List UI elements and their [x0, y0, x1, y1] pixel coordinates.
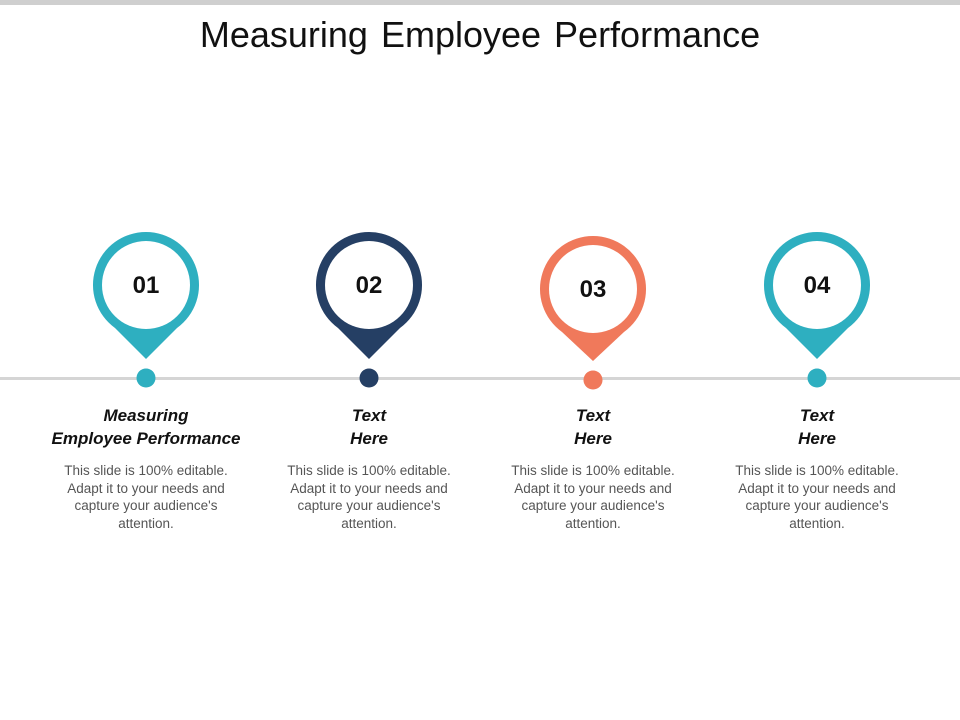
- step-number: 02: [355, 272, 383, 299]
- pin-marker-icon: [539, 236, 647, 390]
- step-number: 01: [132, 272, 160, 299]
- step-4: 04 Text Here This slide is 100% editable…: [702, 0, 932, 720]
- step-1: 01 Measuring Employee Performance This s…: [31, 0, 261, 720]
- step-heading-line1: Text: [799, 406, 835, 425]
- timeline-line: [0, 377, 960, 380]
- step-2: 02 Text Here This slide is 100% editable…: [254, 0, 484, 720]
- step-description: This slide is 100% editable. Adapt it to…: [287, 463, 451, 531]
- step-description: This slide is 100% editable. Adapt it to…: [511, 463, 675, 531]
- step-number: 04: [803, 272, 831, 299]
- step-heading-line2: Here: [350, 429, 388, 448]
- step-heading: Measuring Employee Performance: [31, 404, 261, 450]
- step-heading: Text Here: [702, 404, 932, 450]
- step-description: This slide is 100% editable. Adapt it to…: [735, 463, 899, 531]
- step-number: 03: [579, 276, 607, 303]
- step-description: This slide is 100% editable. Adapt it to…: [64, 463, 228, 531]
- pin-marker-icon: [315, 232, 423, 388]
- pin-inner-circle: [773, 241, 861, 329]
- pin-inner-circle: [549, 245, 637, 333]
- step-3: 03 Text Here This slide is 100% editable…: [478, 0, 708, 720]
- step-heading-line1: Measuring: [103, 406, 189, 425]
- step-heading-line2: Here: [798, 429, 836, 448]
- timeline-dot: [807, 368, 827, 388]
- page-title: Measuring Employee Performance: [199, 14, 761, 55]
- timeline-dot: [136, 368, 156, 388]
- step-heading-line1: Text: [351, 406, 387, 425]
- pin-marker-icon: [92, 232, 200, 388]
- pin-inner-circle: [325, 241, 413, 329]
- top-border-bar: [0, 0, 960, 5]
- timeline-dot: [359, 368, 379, 388]
- step-heading: Text Here: [478, 404, 708, 450]
- step-heading: Text Here: [254, 404, 484, 450]
- step-heading-line2: Here: [574, 429, 612, 448]
- pin-inner-circle: [102, 241, 190, 329]
- step-heading-line1: Text: [575, 406, 611, 425]
- step-heading-line2: Employee Performance: [51, 429, 241, 448]
- pin-marker-icon: [763, 232, 871, 388]
- timeline-dot: [583, 370, 603, 390]
